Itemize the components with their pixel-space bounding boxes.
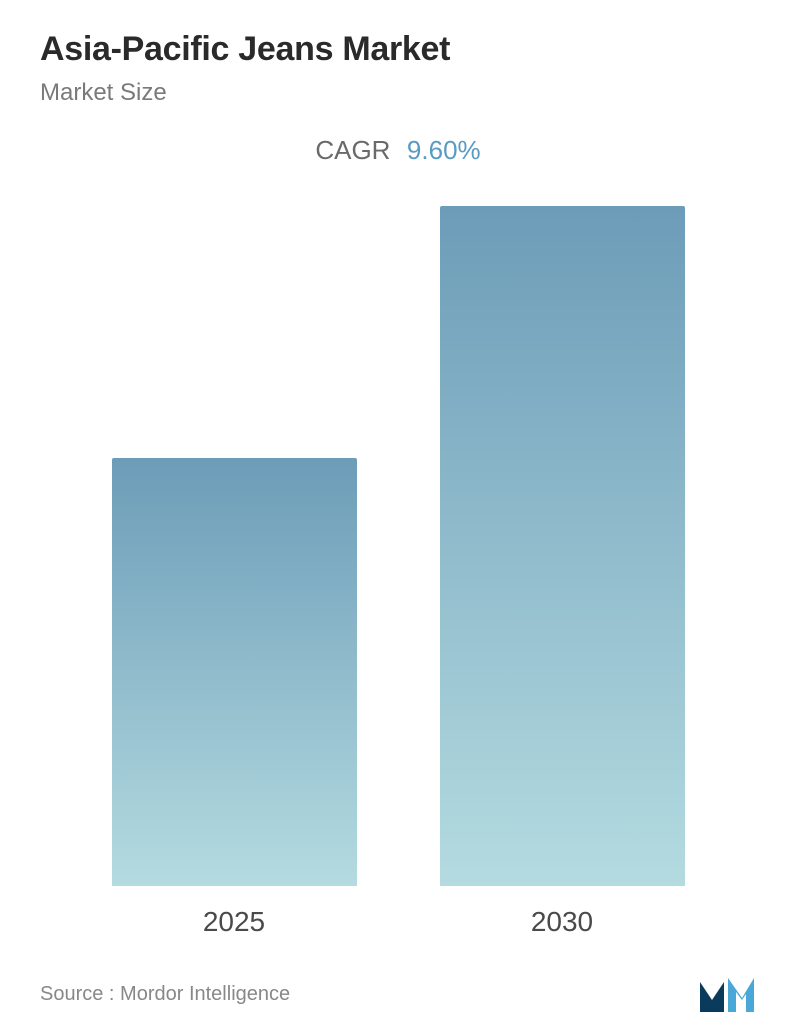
logo-icon [698, 974, 756, 1014]
bar-slot [398, 186, 726, 886]
footer: Source : Mordor Intelligence [40, 956, 756, 1014]
source-text: Source : Mordor Intelligence [40, 983, 290, 1006]
bar-group-2025: 2025 [70, 186, 398, 946]
chart-subtitle: Market Size [40, 79, 756, 107]
bar-group-2030: 2030 [398, 186, 726, 946]
cagr-label: CAGR [315, 135, 390, 165]
bar-2030 [440, 206, 685, 886]
bar-label-2030: 2030 [531, 906, 593, 946]
chart-container: Asia-Pacific Jeans Market Market Size CA… [0, 0, 796, 1034]
cagr-row: CAGR 9.60% [40, 135, 756, 166]
bar-label-2025: 2025 [203, 906, 265, 946]
bar-slot [70, 186, 398, 886]
cagr-value: 9.60% [407, 135, 481, 165]
bar-2025 [112, 458, 357, 886]
chart-title: Asia-Pacific Jeans Market [40, 30, 756, 69]
chart-area: 2025 2030 [40, 186, 756, 956]
